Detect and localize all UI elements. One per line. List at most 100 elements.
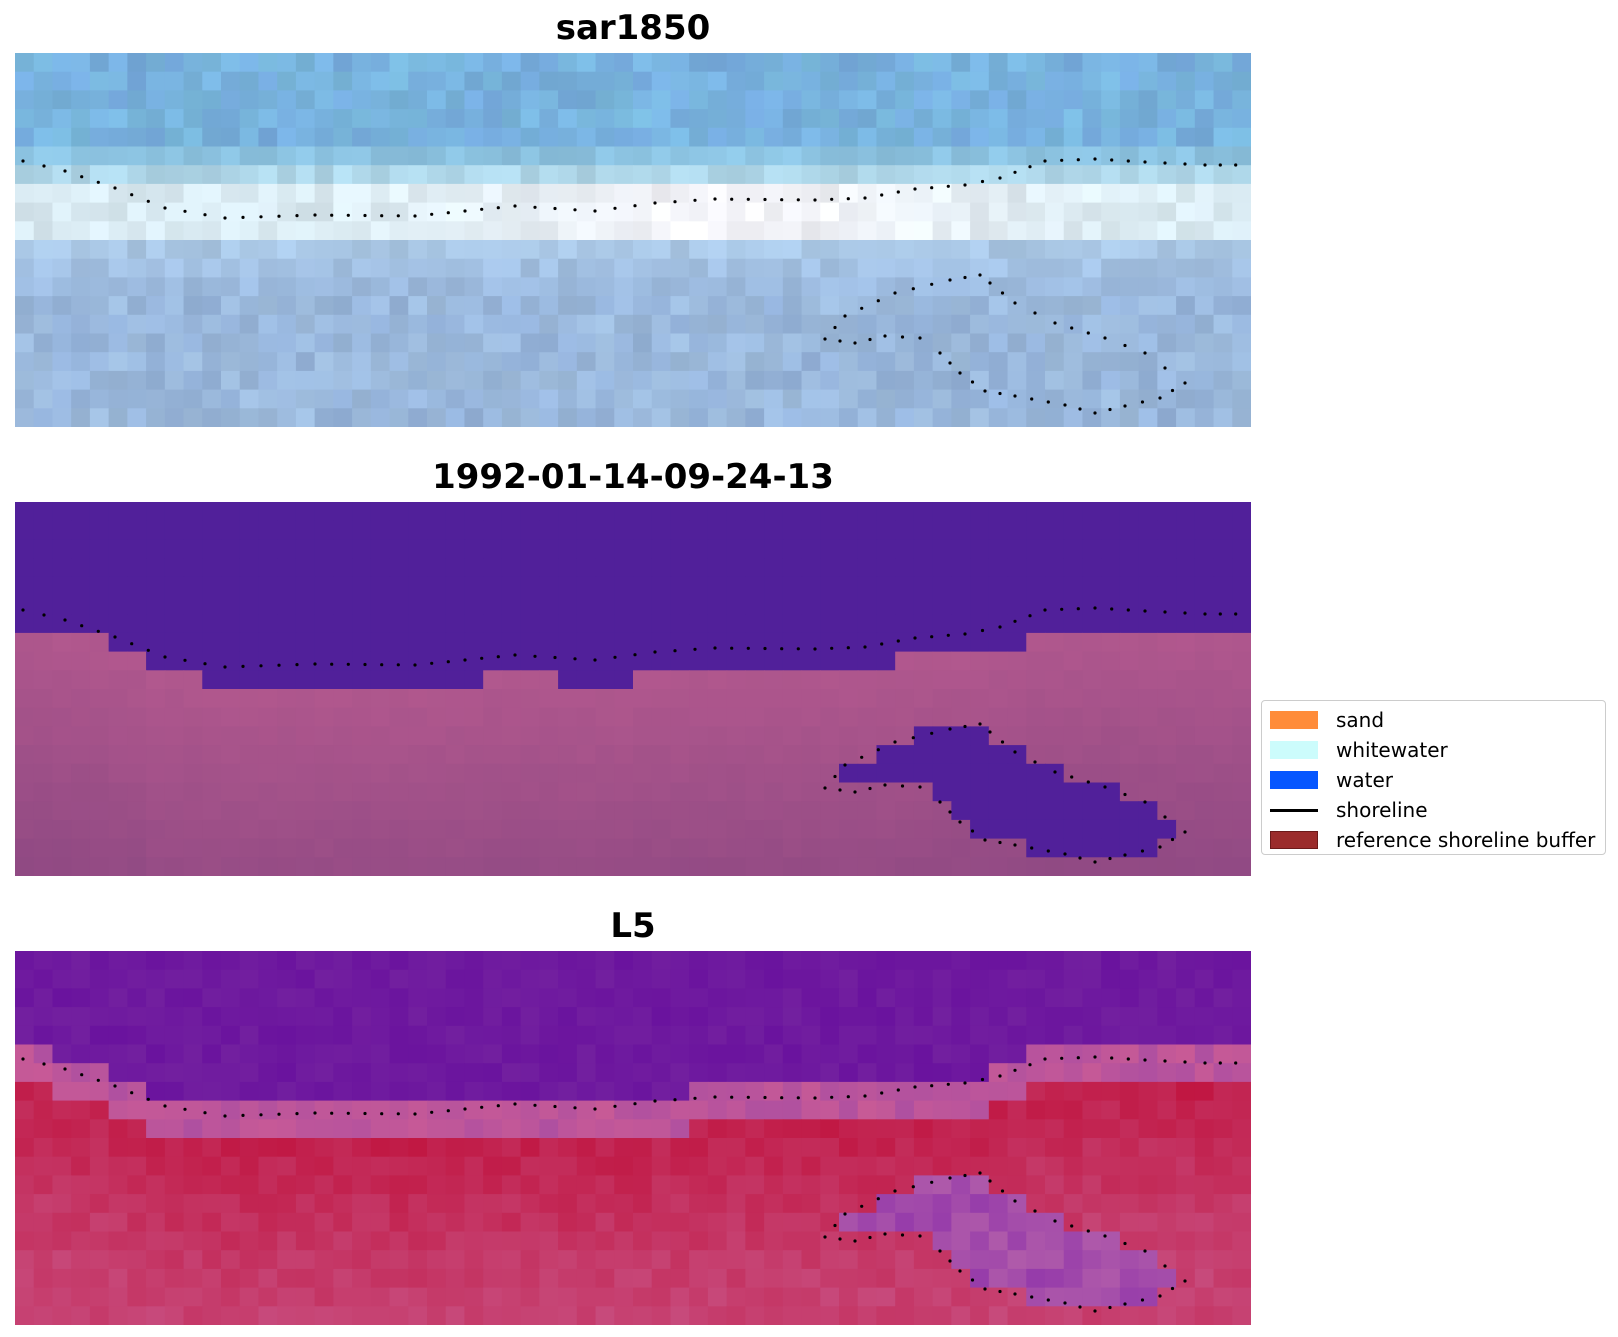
shoreline-dot (896, 190, 900, 194)
panel-title: 1992-01-14-09-24-13 (432, 457, 834, 497)
shoreline-dot (259, 215, 263, 219)
shoreline-dot (746, 646, 750, 650)
shoreline-dot (1063, 403, 1067, 407)
shoreline-dot (513, 653, 517, 657)
sar-image-panel (15, 53, 1251, 427)
shoreline-dot (463, 209, 467, 213)
shoreline-dot (1163, 1264, 1167, 1268)
shoreline-dot (1060, 1056, 1064, 1060)
shoreline-dot (900, 784, 905, 788)
shoreline-dot (880, 1091, 884, 1095)
shoreline-dot (918, 1234, 922, 1238)
shoreline-dot (796, 647, 800, 651)
shoreline-dot (876, 299, 880, 303)
shoreline-dot (96, 1078, 100, 1082)
shoreline-dot (833, 774, 837, 779)
shoreline-dot (653, 650, 657, 654)
shoreline-dot (948, 361, 952, 365)
shoreline-dot (1126, 1057, 1130, 1061)
shoreline-dot (1203, 1061, 1207, 1065)
shoreline-dot (413, 1112, 417, 1116)
shoreline-dot (948, 278, 952, 282)
shoreline-dot (1183, 1060, 1187, 1064)
legend-item-whitewater: whitewater (1270, 735, 1597, 765)
shoreline-dot (313, 213, 317, 217)
shoreline-dot (946, 1082, 950, 1086)
shoreline-dot (1110, 1056, 1114, 1060)
shoreline-dot (913, 1085, 917, 1089)
legend-label: shoreline (1336, 798, 1428, 822)
shoreline-dot (63, 169, 67, 173)
shoreline-dot (146, 1097, 150, 1101)
shoreline-dot (413, 214, 417, 218)
shoreline-dot (130, 642, 134, 646)
shoreline-dot (1013, 750, 1017, 754)
shoreline-dot (163, 655, 167, 659)
shoreline-dot (633, 1102, 637, 1106)
shoreline-dot (496, 655, 500, 659)
classification-image (15, 502, 1251, 876)
shoreline-dot (533, 654, 537, 658)
shoreline-dot (1060, 158, 1064, 162)
shoreline-dot (1093, 411, 1097, 415)
shoreline-dot (868, 337, 872, 342)
shoreline-dot (21, 608, 25, 612)
shoreline-dot (983, 1287, 987, 1291)
shoreline-dot (1046, 849, 1050, 853)
shoreline-dot (330, 662, 334, 666)
shoreline-dot (1143, 609, 1147, 613)
shoreline-dot (713, 1095, 717, 1099)
shoreline-dot (1013, 619, 1017, 623)
panel-title: L5 (610, 906, 656, 946)
shoreline-dot (1043, 159, 1047, 163)
shoreline-dot (978, 273, 982, 277)
shoreline-dot (1143, 1058, 1147, 1062)
shoreline-dot (980, 179, 985, 184)
shoreline-dot (183, 658, 187, 662)
shoreline-dot (918, 785, 922, 789)
shoreline-dot (763, 646, 767, 651)
shoreline-dot (978, 722, 982, 726)
legend-label: whitewater (1336, 738, 1448, 762)
shoreline-dot (1030, 1295, 1034, 1299)
shoreline-dot (1126, 159, 1130, 163)
shoreline-dot (1070, 326, 1074, 330)
shoreline-dot (1170, 837, 1175, 842)
shoreline-dot (970, 829, 975, 833)
shoreline-dot (330, 1111, 334, 1115)
shoreline-dot (203, 213, 207, 217)
shoreline-dot (463, 658, 467, 662)
shoreline-dot (1078, 407, 1082, 411)
shoreline-dot (513, 204, 517, 208)
shoreline-dot (1043, 608, 1047, 612)
shoreline-dot (1234, 163, 1238, 167)
shoreline-dot (1013, 843, 1017, 847)
shoreline-dot (553, 655, 557, 660)
shoreline-dot (1060, 607, 1064, 611)
shoreline-dot (446, 1109, 450, 1113)
shoreline-dot (853, 790, 857, 794)
shoreline-dot (1076, 607, 1080, 611)
shoreline-dot (980, 1077, 985, 1082)
shoreline-dot (998, 1289, 1002, 1294)
shoreline-dot (1093, 606, 1097, 610)
shoreline-dot (430, 1110, 434, 1114)
shoreline-dot (673, 649, 677, 653)
shoreline-dot (930, 1084, 934, 1088)
shoreline-dot (1093, 860, 1097, 864)
shoreline-dot (593, 209, 597, 213)
shoreline-dot (780, 198, 784, 202)
shoreline-dot (1053, 1219, 1057, 1223)
legend-item-buffer: reference shoreline buffer (1270, 825, 1597, 855)
shoreline-dot (1123, 792, 1127, 797)
shoreline-dot (900, 335, 905, 339)
shoreline-dot (396, 663, 400, 667)
shoreline-dot (1033, 1209, 1037, 1213)
shoreline-dot (1158, 1294, 1162, 1298)
shoreline-dot (896, 639, 900, 643)
shoreline-dot (80, 624, 84, 628)
shoreline-dot (1028, 1063, 1032, 1067)
shoreline-dot (346, 213, 350, 217)
water-swatch (1270, 771, 1318, 789)
shoreline-dot (430, 212, 434, 216)
